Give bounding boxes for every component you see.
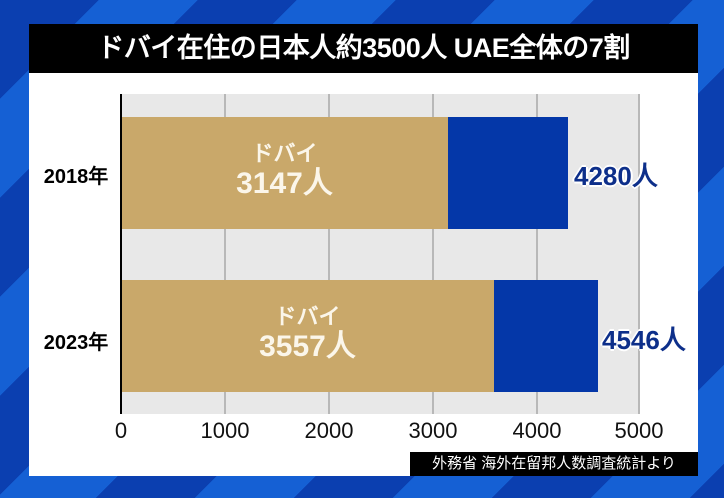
segment-name: ドバイ xyxy=(274,304,341,329)
dubai-value: 3557人 xyxy=(259,330,356,363)
bar-label-dubai-2018: ドバイ 3147人 xyxy=(121,141,448,201)
bar-dubai-2023 xyxy=(121,280,494,392)
gridline-5000 xyxy=(638,94,640,414)
bar-label-dubai-2023: ドバイ 3557人 xyxy=(121,304,494,364)
gridline-3000 xyxy=(432,94,434,414)
dubai-value: 3147人 xyxy=(236,167,333,200)
gridline-4000 xyxy=(536,94,538,414)
year-label-2018: 2018年 xyxy=(43,166,109,188)
x-tick-0: 0 xyxy=(114,418,128,443)
source-caption: 外務省 海外在留邦人数調査統計より xyxy=(410,452,698,476)
bar-dubai-2018 xyxy=(121,117,448,229)
gridline-1000 xyxy=(224,94,226,414)
year-label-2023: 2023年 xyxy=(43,332,109,354)
total-label-2018: 4280人 xyxy=(574,161,658,191)
y-axis-line xyxy=(120,94,122,414)
x-tick-2000: 2000 xyxy=(304,418,354,443)
segment-name: ドバイ xyxy=(251,141,318,166)
x-tick-3000: 3000 xyxy=(408,418,458,443)
gridline-2000 xyxy=(328,94,330,414)
total-label-2023: 4546人 xyxy=(602,325,686,355)
x-tick-1000: 1000 xyxy=(200,418,250,443)
x-tick-5000: 5000 xyxy=(614,418,664,443)
x-tick-4000: 4000 xyxy=(512,418,562,443)
chart-title: ドバイ在住の日本人約3500人 UAE全体の7割 xyxy=(29,24,698,73)
